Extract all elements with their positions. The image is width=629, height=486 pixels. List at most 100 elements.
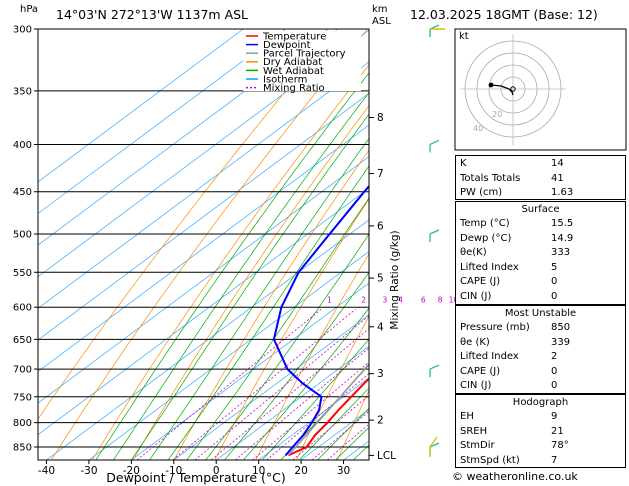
y-tick-label: 850 <box>13 442 32 453</box>
km-tick-label: 5 <box>377 273 384 285</box>
mixing-ratio-line <box>136 308 322 460</box>
wind-barb-surface <box>429 436 438 448</box>
most-unstable-title: Most Unstable <box>504 308 577 319</box>
km-tick-label: 7 <box>377 168 384 180</box>
km-label: km <box>372 4 388 15</box>
y-tick-label: 500 <box>13 230 32 241</box>
hodograph-value: 21 <box>551 425 564 437</box>
isotherm-line <box>38 29 329 246</box>
datetime-label: 12.03.2025 18GMT (Base: 12) <box>410 7 598 22</box>
y-tick-label: 700 <box>13 365 32 376</box>
mixing-ratio-line <box>194 315 369 460</box>
surface-value: 333 <box>551 247 571 258</box>
x-axis: -40 -30 -20 -10 0 10 20 30 <box>38 460 350 477</box>
mixing-ratio-line <box>292 394 369 460</box>
index-key: Totals Totals <box>460 172 521 184</box>
hodograph-key: StmSpd (kt) <box>460 454 520 466</box>
surface-key: θe(K) <box>460 247 487 258</box>
km-asl-label: km ASL <box>372 4 391 28</box>
surface-row: θe(K) 333 <box>456 246 625 261</box>
mixing-ratio-label: 2 <box>361 295 366 304</box>
y-axis: 300 350 400 450 500 550 600 650 700 750 800 850 <box>13 25 38 453</box>
index-value: 1.63 <box>551 187 574 198</box>
x-axis-title: Dewpoint / Temperature (°C) <box>106 470 285 485</box>
wind-barbs <box>429 24 445 457</box>
isotherm-line <box>258 377 369 460</box>
surface-key: CAPE (J) <box>460 276 501 287</box>
isotherm-line <box>38 29 286 214</box>
dry-adiabat-line <box>173 149 369 460</box>
legend-label: Dewpoint <box>263 40 311 51</box>
wet-adiabat-line <box>167 165 369 460</box>
most-unstable-row: Pressure (mb) 850 <box>456 321 625 336</box>
index-key: PW (cm) <box>460 187 503 198</box>
surface-row: CAPE (J) 0 <box>456 275 625 290</box>
wet-adiabat-line <box>298 387 369 460</box>
mixing-ratio-line <box>326 423 369 460</box>
wind-barb-flag <box>429 229 440 235</box>
location-label: 14°03'N 272°13'W 1137m ASL <box>56 7 249 22</box>
most-unstable-key: Lifted Index <box>460 351 519 362</box>
surface-row: Dewp (°C) 14.9 <box>456 232 625 247</box>
mixing-ratio-line <box>210 328 369 460</box>
legend-background <box>243 31 361 91</box>
surface-key: CIN (J) <box>460 290 492 302</box>
surface-value: 0 <box>551 276 558 287</box>
profile-lines <box>272 184 369 457</box>
surface-row: Temp (°C) 15.5 <box>456 217 625 232</box>
legend-label: Wet Adiabat <box>263 66 324 77</box>
profile-dewpoint <box>272 184 369 457</box>
most-unstable-row: CAPE (J) 0 <box>456 365 625 380</box>
y-tick-label: 350 <box>13 86 32 97</box>
x-tick-label: -40 <box>38 465 55 477</box>
mixing-ratio-label: 4 <box>398 295 403 304</box>
profile-temperature <box>287 377 369 457</box>
wet-adiabat-line <box>205 233 369 460</box>
km-tick-label: 4 <box>377 321 384 333</box>
surface-key: Temp (°C) <box>460 218 510 229</box>
hodograph-key: SREH <box>460 425 488 437</box>
y-tick-label: 600 <box>13 303 32 314</box>
y-tick-label: 750 <box>13 392 32 403</box>
x-tick-label: 0 <box>213 465 220 477</box>
hodograph-value: 78° <box>551 440 569 451</box>
wet-adiabat-line <box>149 137 369 460</box>
legend-label: Parcel Trajectory <box>263 49 346 60</box>
hodograph-trace <box>490 84 514 96</box>
isotherm-line <box>38 92 369 341</box>
asl-label: ASL <box>372 16 391 27</box>
dry-adiabat-line <box>296 315 369 460</box>
wet-adiabat-line <box>112 91 369 460</box>
isotherm-line <box>38 187 369 436</box>
dry-adiabat-line <box>91 64 369 460</box>
most-unstable-key: Pressure (mb) <box>460 322 530 333</box>
credit-label: © weatheronline.co.uk <box>452 470 578 483</box>
surface-key: Lifted Index <box>460 261 519 273</box>
mixing-ratio-line <box>172 308 356 460</box>
hodograph-key: StmDir <box>460 440 495 451</box>
surface-row: CIN (J) 0 <box>456 290 625 305</box>
most-unstable-value: 339 <box>551 336 571 348</box>
dry-adiabat-line <box>38 29 338 420</box>
isotherm-line <box>38 29 369 278</box>
isotherm-line <box>38 29 244 183</box>
profile-parcel-trajectory <box>287 362 369 456</box>
most-unstable-row: CIN (J) 0 <box>456 379 625 394</box>
mixing-ratio-label: 3 <box>383 295 388 304</box>
x-tick-label: -30 <box>80 465 97 477</box>
mixing-ratio-label: 8 <box>438 295 443 304</box>
x-tick-label: 30 <box>337 465 350 477</box>
index-value: 41 <box>551 172 564 184</box>
y-tick-label: 550 <box>13 268 32 279</box>
most-unstable-row: Lifted Index 2 <box>456 350 625 365</box>
mixing-ratio-label: 1 <box>327 295 332 304</box>
most-unstable-value: 2 <box>551 351 558 362</box>
wind-barb-flag <box>429 139 440 146</box>
y-tick-label: 400 <box>13 140 32 151</box>
x-tick-label: 10 <box>252 465 265 477</box>
mixing-ratio-line <box>311 410 369 460</box>
isotherm-line <box>38 61 369 309</box>
isotherm-line <box>38 124 369 372</box>
index-row: K 14 <box>456 157 625 172</box>
